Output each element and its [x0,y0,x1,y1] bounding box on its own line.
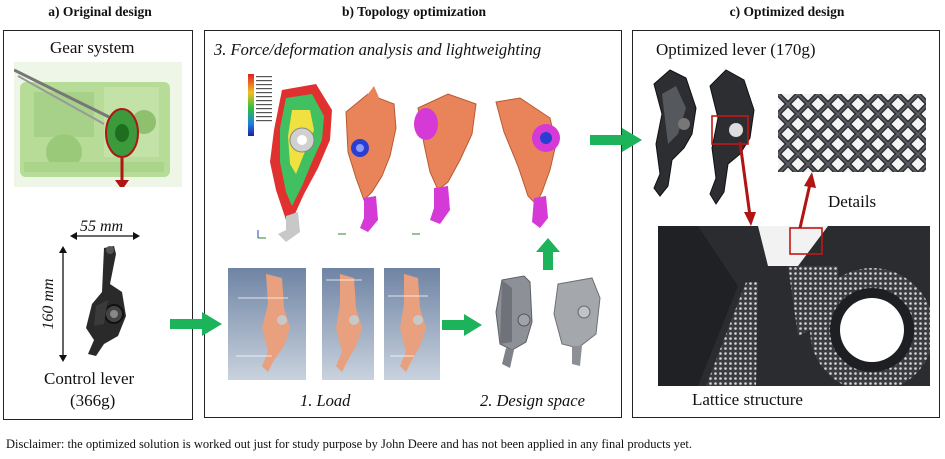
step3-label: 3. Force/deformation analysis and lightw… [214,40,542,59]
step2-label: 2. Design space [480,391,585,410]
topology-result-2 [412,93,477,235]
optimized-lever-image-1 [653,69,697,197]
gear-system-image [14,62,182,187]
arrow-a-to-b [170,312,222,336]
arrow-to-details [798,172,816,229]
arrow-to-closeup [738,141,756,226]
topology-result-3 [495,97,560,228]
height-dimension [59,246,67,362]
optimized-lever-image-2 [709,69,755,205]
height-dimension-label: 160 mm [40,278,57,330]
disclaimer-text: Disclaimer: the optimized solution is wo… [6,437,692,451]
fea-contour-image [248,74,332,242]
details-label: Details [828,192,877,211]
arrow-b-to-c [590,128,642,152]
load-case-3-image [384,268,440,380]
step1-label: 1. Load [300,391,351,410]
gear-system-label: Gear system [50,38,135,57]
arrow-step1-to-step2 [442,314,482,336]
original-lever-image [86,246,126,356]
design-space-image-2 [553,277,601,366]
topology-result-1 [338,86,397,235]
control-lever-label: Control lever [44,369,135,388]
lattice-structure-label: Lattice structure [692,390,803,409]
width-dimension-label: 55 mm [80,218,124,235]
load-case-2-image [322,268,374,380]
arrow-step2-to-step3 [536,238,560,270]
panel-c-title: c) Optimized design [729,4,845,19]
lattice-detail-image [778,94,926,172]
optimized-lever-label: Optimized lever (170g) [656,40,816,59]
panel-a-title: a) Original design [48,4,152,19]
design-space-image-1 [495,275,533,368]
panel-b-title: b) Topology optimization [341,4,487,19]
control-lever-mass: (366g) [70,391,116,410]
lattice-structure-closeup-image [658,226,930,386]
width-dimension [70,232,140,240]
load-case-1-image [228,268,306,380]
